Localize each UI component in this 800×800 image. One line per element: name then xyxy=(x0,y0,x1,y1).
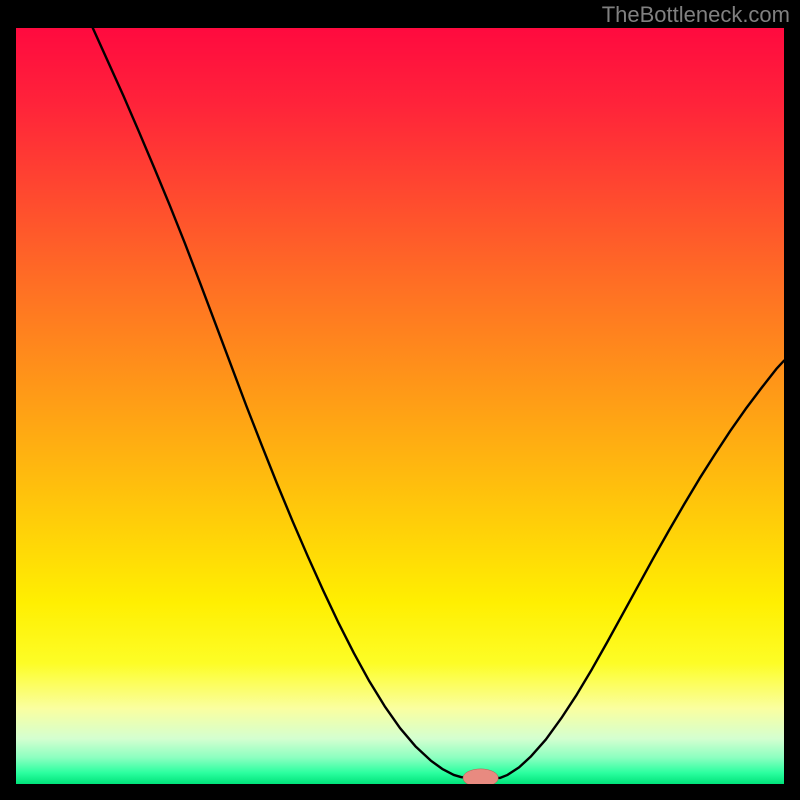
minimum-marker xyxy=(463,769,498,787)
plot-area xyxy=(16,28,784,787)
bottleneck-curve-chart xyxy=(0,0,800,800)
gradient-background xyxy=(16,28,784,784)
watermark-label: TheBottleneck.com xyxy=(602,2,790,28)
chart-container: TheBottleneck.com xyxy=(0,0,800,800)
